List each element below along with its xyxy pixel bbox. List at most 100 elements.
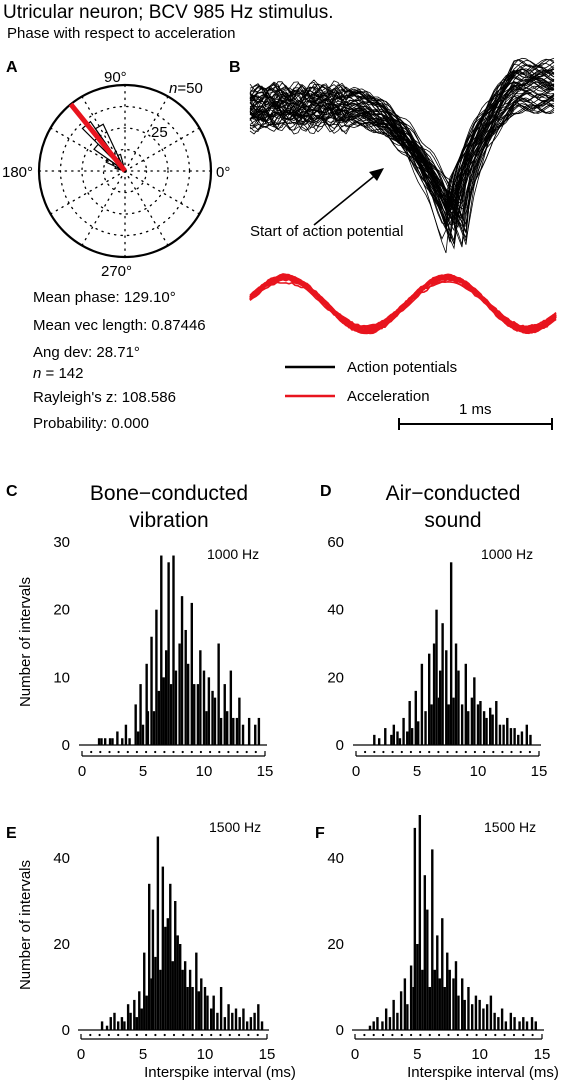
histogram-bar bbox=[111, 738, 114, 745]
histogram-bar bbox=[467, 987, 470, 1030]
x-axis-dot bbox=[89, 1033, 92, 1037]
x-axis-dot bbox=[391, 750, 394, 754]
polar-spoke bbox=[124, 95, 169, 172]
x-axis-dot bbox=[209, 750, 212, 754]
annotation-arrow-head bbox=[369, 168, 384, 181]
histogram-bar bbox=[500, 1008, 504, 1030]
x-axis-dot bbox=[256, 1033, 259, 1037]
stat-ang-dev: Ang dev: 28.71° bbox=[33, 344, 140, 361]
x-axis-dot bbox=[438, 1033, 441, 1037]
histogram-bar bbox=[441, 623, 444, 745]
column-header-acs-line2: sound bbox=[424, 509, 481, 532]
x-axis-dot bbox=[182, 1033, 185, 1037]
polar-label-270: 270° bbox=[101, 263, 132, 280]
histogram-bar bbox=[180, 596, 184, 745]
histogram-bar bbox=[509, 728, 513, 745]
histogram-bar bbox=[217, 643, 220, 745]
y-tick-label: 20 bbox=[53, 936, 70, 953]
annotation-arrow-shaft bbox=[313, 172, 379, 226]
x-axis-dot bbox=[382, 1033, 385, 1037]
histogram-bar bbox=[140, 1008, 143, 1030]
x-axis-dot bbox=[172, 750, 175, 754]
histogram-bar bbox=[489, 995, 493, 1030]
x-axis-dot bbox=[400, 750, 403, 754]
x-axis-dot bbox=[200, 1033, 203, 1037]
action-potential-trace bbox=[249, 77, 555, 232]
x-axis-dot bbox=[428, 1033, 431, 1037]
x-axis-dot bbox=[108, 750, 111, 754]
histogram-bar bbox=[406, 731, 409, 745]
x-tick-label: 0 bbox=[78, 763, 86, 780]
histogram-bar bbox=[426, 909, 429, 1030]
histogram-bar bbox=[473, 677, 476, 745]
histogram-bar bbox=[461, 978, 464, 1030]
x-axis-dot bbox=[528, 750, 532, 754]
polar-spoke bbox=[124, 170, 201, 215]
x-axis-dot bbox=[154, 1033, 157, 1037]
polar-label-90: 90° bbox=[104, 69, 127, 86]
histogram-bar bbox=[152, 711, 156, 745]
x-axis-dot bbox=[219, 1033, 222, 1037]
histogram-bar bbox=[436, 935, 439, 1030]
x-axis-dot bbox=[522, 1033, 525, 1037]
x-axis-dot bbox=[90, 750, 93, 754]
histogram-bar bbox=[120, 1017, 124, 1030]
y-tick-label: 20 bbox=[327, 936, 344, 953]
panel-label-c: C bbox=[6, 483, 18, 500]
histogram-bar bbox=[522, 1017, 525, 1030]
histogram-bar bbox=[257, 717, 261, 745]
histogram-bar bbox=[464, 663, 467, 745]
histogram-bar bbox=[235, 717, 239, 745]
histogram-bar bbox=[529, 734, 532, 745]
histogram-bar bbox=[171, 961, 174, 1030]
column-header-bcv-line2: vibration bbox=[129, 509, 208, 532]
y-tick-label: 20 bbox=[53, 602, 70, 619]
histogram-bar bbox=[449, 562, 453, 745]
x-tick-label: 15 bbox=[534, 1046, 551, 1063]
polar-spoke bbox=[81, 170, 126, 247]
histogram-bar bbox=[150, 978, 153, 1030]
x-axis-dot bbox=[135, 1033, 138, 1037]
column-header-bcv: Bone−conducted bbox=[90, 482, 248, 505]
histogram-bar bbox=[212, 995, 215, 1030]
histogram-bar bbox=[160, 555, 163, 745]
polar-ring bbox=[102, 148, 148, 194]
polar-spoke bbox=[124, 127, 201, 172]
polar-grid bbox=[38, 84, 212, 258]
histogram-bar bbox=[460, 704, 464, 745]
x-axis-dot bbox=[227, 750, 230, 754]
histogram-bar bbox=[227, 1004, 230, 1030]
x-axis-dot bbox=[218, 750, 221, 754]
histogram-bar bbox=[470, 1004, 474, 1030]
panel-label-e: E bbox=[6, 825, 17, 842]
histogram-bar bbox=[143, 952, 146, 1030]
stat-mean-vec-length: Mean vec length: 0.87446 bbox=[33, 317, 206, 334]
x-axis-dot bbox=[126, 1033, 129, 1037]
x-axis-dot bbox=[446, 750, 449, 754]
histogram-bar bbox=[525, 724, 528, 745]
histogram-bar bbox=[167, 562, 170, 745]
histogram-bar bbox=[154, 956, 157, 1030]
polar-ring bbox=[81, 127, 169, 215]
histogram-bar bbox=[433, 969, 436, 1030]
histogram-bar bbox=[446, 952, 449, 1030]
histogram-bar bbox=[164, 926, 167, 1030]
histogram-bar bbox=[384, 728, 387, 745]
action-potential-trace bbox=[249, 69, 555, 205]
histogram-bar bbox=[498, 724, 502, 745]
histogram-bar bbox=[504, 1021, 508, 1030]
x-tick-label: 15 bbox=[259, 1046, 276, 1063]
x-axis-dot bbox=[475, 1033, 478, 1037]
action-potential-trace bbox=[249, 77, 555, 215]
x-axis-dot bbox=[419, 750, 422, 754]
x-axis-dot bbox=[245, 750, 248, 754]
x-axis-dot bbox=[428, 750, 431, 754]
histogram-bar bbox=[183, 961, 187, 1030]
histogram-bar bbox=[417, 721, 420, 745]
histogram-bar bbox=[482, 711, 486, 745]
histogram-bar bbox=[530, 1017, 534, 1030]
histogram-bar bbox=[172, 555, 175, 745]
histogram-bar bbox=[126, 1004, 130, 1030]
histogram-bar bbox=[242, 1008, 245, 1030]
